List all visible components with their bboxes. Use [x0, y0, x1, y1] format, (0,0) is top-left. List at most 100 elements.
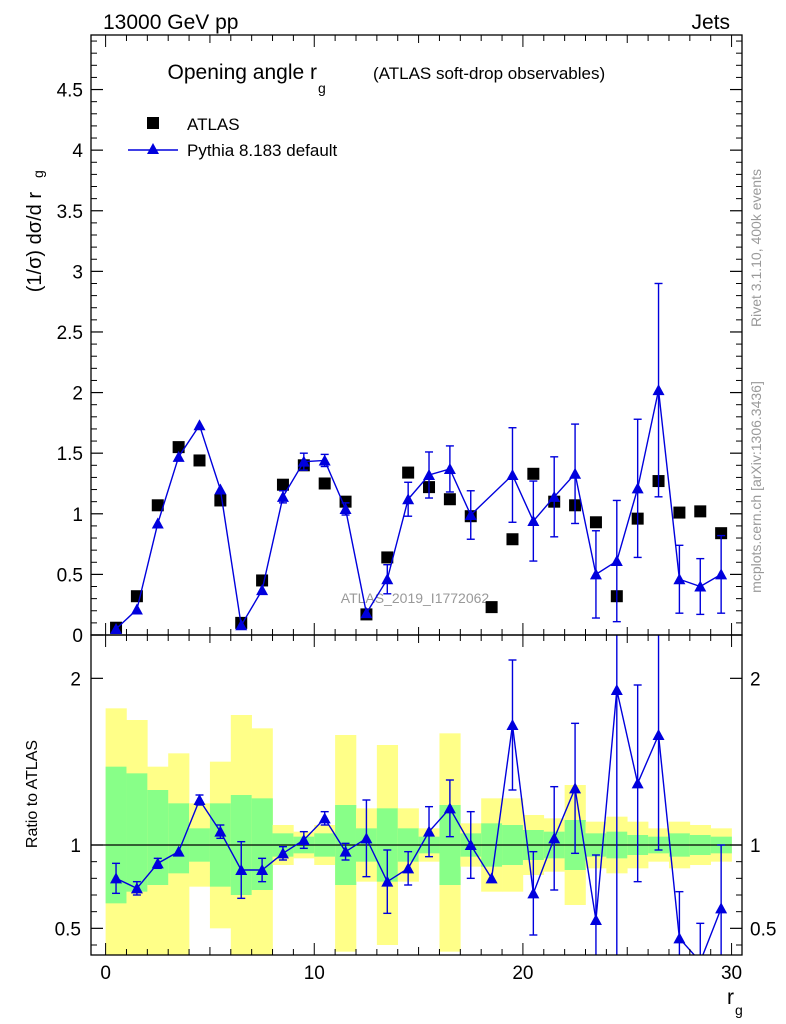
pythia-data-point	[130, 603, 143, 615]
ratio-xtick-label: 0	[100, 963, 111, 984]
ratio-data-point	[256, 864, 269, 875]
atlas-data-point	[673, 506, 686, 519]
ratio-inner-band	[126, 773, 148, 892]
ratio-data-point	[339, 845, 352, 857]
ratio-data-point	[193, 794, 206, 805]
ratio-data-point	[464, 839, 477, 850]
atlas-data-point	[214, 494, 227, 507]
atlas-data-point	[381, 551, 394, 564]
ratio-data-point	[694, 956, 706, 967]
ratio-xtick-label: 20	[512, 963, 533, 984]
pythia-data-point	[318, 454, 331, 466]
pythia-data-point	[360, 607, 373, 619]
pythia-data-point	[110, 622, 123, 634]
ratio-ytick-label-right: 0.5	[750, 919, 776, 940]
ratio-ytick-label-right: 2	[750, 669, 761, 690]
ratio-inner-band	[251, 798, 273, 890]
ratio-data-point	[402, 862, 415, 874]
atlas-data-point	[485, 601, 498, 614]
pythia-data-point	[297, 455, 310, 467]
ratio-data-point	[423, 825, 436, 837]
pythia-data-point	[715, 568, 728, 580]
pythia-data-point	[256, 584, 269, 596]
ratio-data-point	[130, 882, 143, 894]
ratio-xtick-label: 30	[721, 963, 742, 984]
ratio-xtick-label: 10	[304, 963, 325, 984]
pythia-data-point	[673, 573, 686, 585]
plot-title-extra: (ATLAS soft-drop observables)	[373, 64, 605, 83]
legend-pythia-marker	[147, 143, 159, 154]
pythia-data-point	[464, 509, 477, 520]
ratio-data-point	[110, 872, 123, 884]
pythia-data-point	[506, 469, 519, 480]
pythia-data-point	[443, 462, 456, 474]
rivet-label: Rivet 3.1.10, 400k events	[748, 169, 764, 327]
ratio-ytick-label-right: 1	[750, 836, 761, 857]
ratio-data-point	[151, 857, 164, 869]
atlas-data-point	[276, 478, 289, 491]
ratio-inner-band	[168, 803, 190, 874]
atlas-data-point	[402, 466, 415, 479]
ratio-axis-ticks: 0.5 0.51 12 20 10 20 30	[55, 635, 776, 984]
atlas-data-point	[172, 441, 185, 454]
pythia-data-point	[172, 450, 185, 462]
atlas-data-point	[151, 499, 164, 512]
legend-pythia-label: Pythia 8.183 default	[187, 141, 338, 160]
ratio-ytick-label: 1	[70, 836, 81, 857]
ratio-data-point	[652, 729, 665, 740]
ratio-line	[115, 689, 722, 955]
ratio-series-group	[110, 635, 728, 967]
legend: ATLAS Pythia 8.183 default	[128, 115, 338, 160]
pythia-data-point	[694, 580, 707, 592]
ratio-data-point	[610, 684, 623, 695]
main-axis-ticks: 0 0.5 1 1.5 2 2.5 3 3.5 4 4.5	[57, 35, 742, 647]
main-ylabel-text: (1/σ) dσ/d r	[24, 192, 46, 293]
mcplots-label: mcplots.cern.ch [arXiv:1306.3436]	[748, 381, 764, 593]
ratio-data-layer	[110, 635, 728, 967]
pythia-data-point	[423, 469, 436, 480]
ratio-ylabel: Ratio to ATLAS	[24, 740, 41, 848]
header-beam-label: 13000 GeV pp	[103, 11, 238, 34]
pythia-data-point	[235, 619, 248, 631]
pythia-data-point	[381, 573, 394, 585]
main-ytick-label: 1	[72, 505, 83, 526]
pythia-data-point	[214, 483, 227, 495]
ratio-data-point	[297, 834, 310, 845]
ratio-ytick-label: 2	[70, 669, 81, 690]
ratio-data-point	[673, 932, 686, 944]
ratio-data-point	[506, 719, 519, 730]
main-ylabel: (1/σ) dσ/d r g	[24, 170, 46, 292]
atlas-data-point	[339, 495, 352, 508]
main-ytick-label: 3	[72, 262, 83, 283]
atlas-data-point	[694, 505, 707, 518]
atlas-data-point	[589, 516, 602, 529]
ratio-panel: 0.5 0.51 12 20 10 20 30 Ratio to ATLAS r g	[24, 634, 776, 1018]
atlas-data-point	[527, 467, 540, 480]
ratio-data-point	[569, 782, 582, 794]
ratio-data-point	[214, 825, 227, 837]
pythia-data-point	[402, 493, 415, 505]
pythia-data-point	[548, 490, 561, 502]
pythia-data-point	[193, 419, 206, 431]
ratio-data-point	[485, 872, 498, 884]
ratio-data-point	[276, 847, 289, 859]
pythia-data-point	[631, 482, 644, 494]
main-ytick-label: 4	[72, 141, 83, 162]
pythia-data-point	[339, 502, 352, 514]
ratio-inner-band	[105, 766, 127, 904]
ratio-data-point	[172, 845, 185, 857]
ratio-inner-band	[147, 790, 169, 885]
main-ytick-label: 3.5	[57, 202, 83, 223]
ratio-frame	[90, 634, 743, 956]
main-ytick-label: 4.5	[57, 81, 83, 102]
legend-atlas-label: ATLAS	[187, 115, 240, 134]
main-ytick-label: 2	[72, 384, 83, 405]
legend-atlas-marker	[147, 117, 159, 129]
main-panel: ATLAS_2019_I1772062 00.511.522.533.544.5…	[24, 34, 743, 647]
main-ylabel-subscript: g	[30, 170, 46, 178]
main-ytick-label: 2.5	[57, 323, 83, 344]
ratio-data-point	[589, 914, 602, 925]
main-ytick-label: 0.5	[57, 565, 83, 586]
atlas-data-point	[193, 454, 206, 467]
